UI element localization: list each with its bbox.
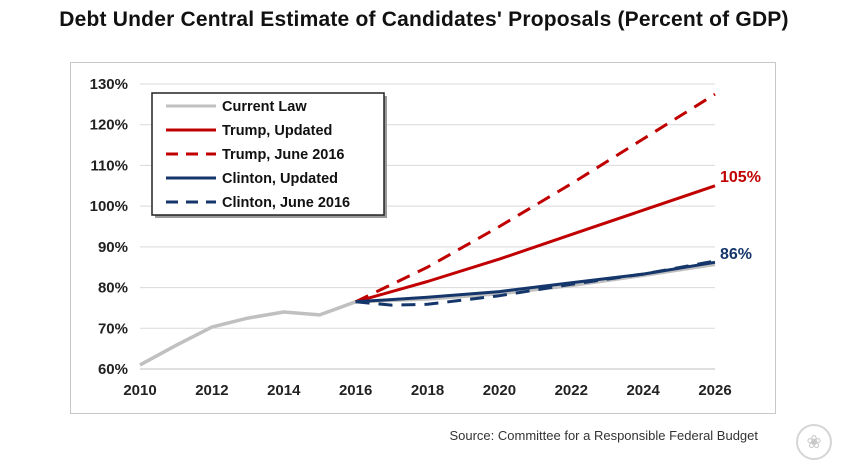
x-tick-label: 2016 — [339, 382, 372, 399]
y-tick-label: 120% — [90, 117, 128, 134]
y-tick-label: 110% — [90, 157, 128, 174]
x-tick-label: 2020 — [483, 382, 516, 399]
x-tick-label: 2014 — [267, 382, 301, 399]
source-note: Source: Committee for a Responsible Fede… — [449, 428, 758, 443]
data-label: 105% — [720, 169, 761, 186]
legend-label: Clinton, Updated — [222, 171, 338, 187]
chart-title: Debt Under Central Estimate of Candidate… — [59, 8, 789, 31]
y-tick-label: 80% — [98, 280, 128, 297]
y-tick-label: 90% — [98, 239, 128, 256]
crfb-seal-logo: ❀ — [796, 424, 832, 460]
x-tick-label: 2022 — [555, 382, 588, 399]
y-tick-label: 70% — [98, 320, 128, 337]
legend-label: Clinton, June 2016 — [222, 195, 350, 211]
x-tick-label: 2018 — [411, 382, 444, 399]
x-tick-label: 2024 — [626, 382, 660, 399]
y-tick-label: 100% — [90, 198, 128, 215]
series-line-clinton-june-2016 — [355, 259, 716, 307]
y-tick-label: 130% — [90, 76, 128, 93]
legend-label: Trump, June 2016 — [222, 147, 345, 163]
legend-box — [151, 92, 385, 216]
y-tick-label: 60% — [98, 361, 128, 378]
x-tick-label: 2010 — [123, 382, 156, 399]
series-line-clinton-updated — [355, 260, 716, 304]
x-tick-label: 2012 — [195, 382, 228, 399]
legend-label: Trump, Updated — [222, 123, 332, 139]
series-line-trump-updated — [355, 184, 716, 304]
series-line-current-law — [139, 262, 716, 367]
x-tick-label: 2026 — [698, 382, 731, 399]
data-label: 86% — [720, 246, 752, 263]
legend-label: Current Law — [222, 99, 307, 115]
